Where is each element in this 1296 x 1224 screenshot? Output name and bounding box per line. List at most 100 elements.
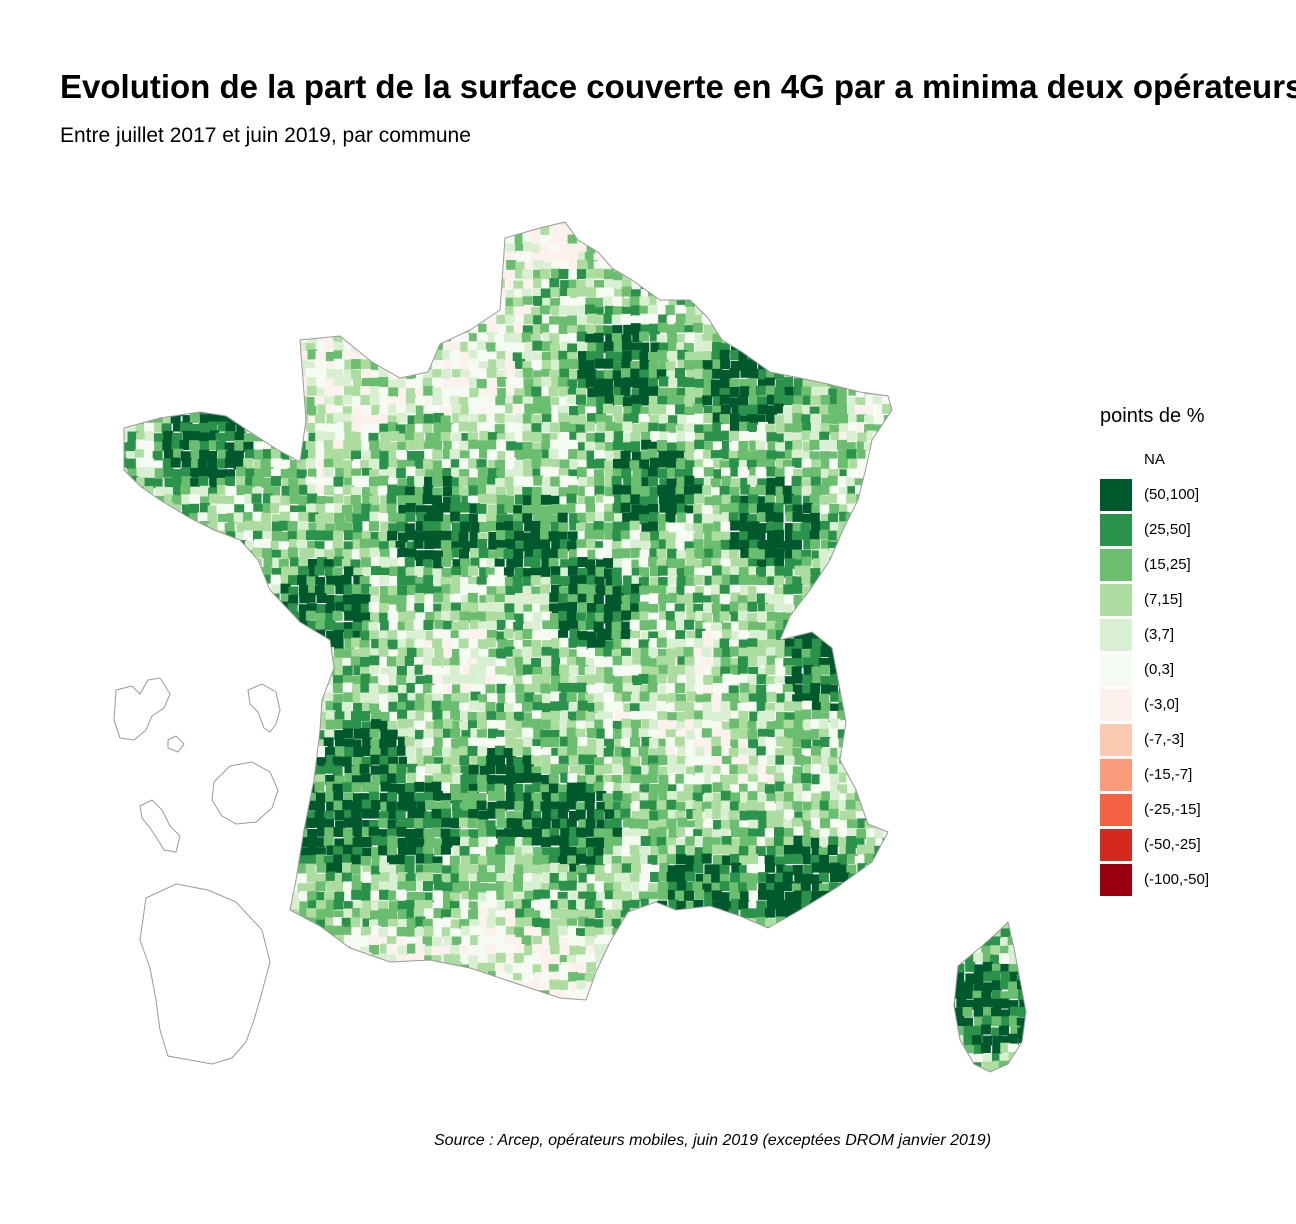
commune-cell [351, 486, 362, 497]
commune-cell [773, 334, 784, 345]
commune-cell [567, 222, 578, 227]
commune-cell [1025, 315, 1026, 326]
commune-cell [485, 243, 496, 254]
commune-cell [668, 592, 679, 603]
commune-cell [810, 297, 821, 308]
commune-cell [407, 316, 418, 327]
commune-cell [197, 574, 208, 585]
commune-cell [423, 575, 434, 586]
commune-cell [146, 316, 157, 327]
commune-cell [963, 377, 974, 388]
commune-cell [226, 223, 237, 234]
commune-cell [846, 585, 857, 596]
commune-cell [810, 613, 821, 624]
commune-cell [964, 370, 975, 381]
commune-cell [136, 467, 147, 478]
commune-cell [855, 513, 866, 524]
commune-cell [584, 530, 595, 541]
commune-cell [684, 523, 695, 534]
commune-cell [278, 325, 289, 336]
commune-cell [586, 397, 597, 408]
commune-cell [712, 342, 723, 353]
commune-cell [368, 622, 379, 633]
commune-cell [611, 541, 622, 552]
commune-cell [559, 288, 570, 299]
commune-cell [791, 261, 802, 272]
commune-cell [567, 305, 578, 316]
commune-cell [811, 467, 822, 478]
commune-cell [127, 585, 138, 596]
commune-cell [388, 621, 399, 632]
commune-cell [1008, 531, 1019, 542]
commune-cell [188, 304, 199, 315]
commune-cell [314, 241, 325, 252]
commune-cell [703, 585, 714, 596]
commune-cell [532, 396, 543, 407]
commune-cell [253, 316, 264, 327]
commune-cell [577, 298, 588, 309]
commune-cell [207, 513, 218, 524]
commune-cell [740, 495, 751, 506]
commune-cell [459, 513, 470, 524]
commune-cell [432, 460, 443, 471]
commune-cell [361, 583, 372, 594]
drom-outlines [113, 677, 281, 1065]
commune-cell [351, 648, 362, 659]
commune-cell [629, 530, 640, 541]
commune-cell [397, 395, 408, 406]
commune-cell [676, 252, 687, 263]
commune-cell [539, 530, 550, 541]
commune-cell [964, 620, 975, 631]
commune-cell [225, 486, 236, 497]
commune-cell [396, 261, 407, 272]
commune-cell [587, 584, 598, 595]
commune-cell [145, 322, 156, 333]
commune-cell [190, 331, 201, 342]
commune-cell [450, 270, 461, 281]
commune-cell [288, 316, 299, 327]
commune-cell [838, 575, 849, 586]
commune-cell [388, 333, 399, 344]
commune-cell [124, 305, 128, 316]
commune-cell [982, 548, 993, 559]
commune-cell [864, 603, 875, 614]
commune-cell [649, 295, 660, 306]
commune-cell [630, 323, 641, 334]
commune-cell [460, 405, 471, 416]
commune-cell [818, 575, 829, 586]
commune-cell [820, 307, 831, 318]
commune-cell [973, 486, 984, 497]
commune-cell [523, 585, 534, 596]
commune-cell [937, 559, 948, 570]
commune-cell [135, 423, 146, 434]
commune-cell [928, 512, 939, 523]
commune-cell [918, 422, 929, 433]
commune-cell [512, 521, 523, 532]
commune-cell [442, 467, 453, 478]
commune-cell [791, 486, 802, 497]
commune-cell [432, 441, 443, 452]
commune-cell [207, 421, 218, 432]
commune-cell [980, 441, 991, 452]
commune-cell [612, 531, 623, 542]
commune-cell [413, 538, 424, 549]
commune-cell [532, 431, 543, 442]
commune-cell [278, 360, 289, 371]
commune-cell [198, 549, 209, 560]
commune-cell [749, 304, 760, 315]
commune-cell [486, 252, 497, 263]
commune-cell [351, 359, 362, 370]
commune-cell [621, 558, 632, 569]
commune-cell [893, 242, 904, 253]
commune-cell [686, 306, 697, 317]
commune-cell [360, 603, 371, 614]
commune-cell [810, 539, 821, 550]
commune-cell [954, 540, 965, 551]
commune-cell [424, 550, 435, 561]
commune-cell [747, 268, 758, 279]
commune-cell [145, 586, 156, 597]
commune-cell [569, 459, 580, 470]
commune-cell [809, 439, 820, 450]
commune-cell [244, 395, 255, 406]
commune-cell [209, 430, 220, 441]
